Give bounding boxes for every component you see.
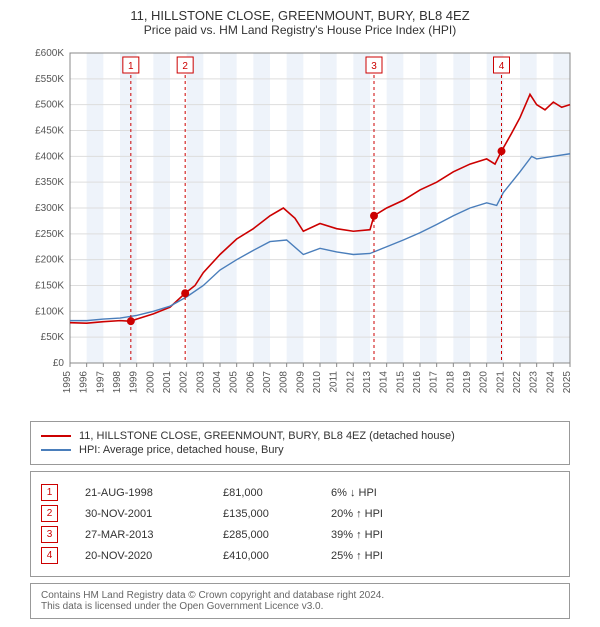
svg-text:2000: 2000	[145, 371, 156, 394]
event-number-badge: 1	[41, 484, 58, 501]
svg-text:2011: 2011	[329, 371, 340, 393]
svg-text:2004: 2004	[212, 371, 223, 394]
event-price: £410,000	[223, 550, 323, 562]
svg-text:2002: 2002	[179, 371, 190, 394]
svg-text:2009: 2009	[295, 371, 306, 394]
legend-label: 11, HILLSTONE CLOSE, GREENMOUNT, BURY, B…	[79, 430, 455, 442]
legend-row: 11, HILLSTONE CLOSE, GREENMOUNT, BURY, B…	[41, 430, 559, 442]
svg-text:£150K: £150K	[35, 281, 64, 292]
chart-title-sub: Price paid vs. HM Land Registry's House …	[8, 23, 592, 37]
svg-text:£50K: £50K	[41, 332, 65, 343]
event-price: £81,000	[223, 487, 323, 499]
event-date: 21-AUG-1998	[85, 487, 215, 499]
event-number-badge: 3	[41, 526, 58, 543]
svg-text:£200K: £200K	[35, 255, 64, 266]
event-hpi-delta: 20% ↑ HPI	[331, 508, 451, 520]
svg-text:£400K: £400K	[35, 151, 64, 162]
sale-event-row: 3 27-MAR-2013 £285,000 39% ↑ HPI	[41, 526, 559, 543]
svg-text:2001: 2001	[162, 371, 173, 394]
svg-text:2022: 2022	[512, 371, 523, 394]
event-date: 20-NOV-2020	[85, 550, 215, 562]
legend-label: HPI: Average price, detached house, Bury	[79, 444, 284, 456]
chart-area: £0 £50K £100K £150K £200K £250K £300K £350K £400…	[20, 43, 580, 413]
legend-swatch	[41, 435, 71, 437]
svg-text:2006: 2006	[245, 371, 256, 394]
svg-text:£100K: £100K	[35, 306, 64, 317]
svg-text:£350K: £350K	[35, 177, 64, 188]
svg-text:2017: 2017	[429, 371, 440, 394]
event-number-badge: 4	[41, 547, 58, 564]
svg-text:2023: 2023	[529, 371, 540, 394]
svg-text:3: 3	[371, 61, 377, 72]
svg-text:£550K: £550K	[35, 74, 64, 85]
svg-text:£500K: £500K	[35, 100, 64, 111]
svg-text:£250K: £250K	[35, 229, 64, 240]
footer-line-2: This data is licensed under the Open Gov…	[41, 601, 559, 612]
svg-text:1997: 1997	[95, 371, 106, 394]
svg-text:£450K: £450K	[35, 126, 64, 137]
event-hpi-delta: 25% ↑ HPI	[331, 550, 451, 562]
svg-text:2: 2	[182, 61, 188, 72]
svg-text:2020: 2020	[479, 371, 490, 394]
event-hpi-delta: 6% ↓ HPI	[331, 487, 451, 499]
sale-event-row: 1 21-AUG-1998 £81,000 6% ↓ HPI	[41, 484, 559, 501]
svg-text:2021: 2021	[495, 371, 506, 394]
svg-text:£600K: £600K	[35, 48, 64, 59]
svg-text:2007: 2007	[262, 371, 273, 394]
sale-event-row: 2 30-NOV-2001 £135,000 20% ↑ HPI	[41, 505, 559, 522]
svg-text:1995: 1995	[62, 371, 73, 394]
event-hpi-delta: 39% ↑ HPI	[331, 529, 451, 541]
event-number-badge: 2	[41, 505, 58, 522]
event-price: £135,000	[223, 508, 323, 520]
svg-text:1998: 1998	[112, 371, 123, 394]
svg-text:2019: 2019	[462, 371, 473, 394]
svg-text:1: 1	[128, 61, 134, 72]
footer-line-1: Contains HM Land Registry data © Crown c…	[41, 590, 559, 601]
svg-text:2003: 2003	[195, 371, 206, 394]
svg-text:2025: 2025	[562, 371, 573, 394]
svg-text:4: 4	[499, 61, 505, 72]
svg-text:2015: 2015	[395, 371, 406, 394]
svg-text:2018: 2018	[445, 371, 456, 394]
chart-title-main: 11, HILLSTONE CLOSE, GREENMOUNT, BURY, B…	[8, 8, 592, 23]
event-date: 27-MAR-2013	[85, 529, 215, 541]
svg-text:1996: 1996	[79, 371, 90, 394]
svg-text:2010: 2010	[312, 371, 323, 394]
event-date: 30-NOV-2001	[85, 508, 215, 520]
sale-event-row: 4 20-NOV-2020 £410,000 25% ↑ HPI	[41, 547, 559, 564]
svg-text:2016: 2016	[412, 371, 423, 394]
svg-text:£0: £0	[53, 358, 65, 369]
line-chart-svg: £0 £50K £100K £150K £200K £250K £300K £350K £400…	[20, 43, 580, 413]
svg-text:2013: 2013	[362, 371, 373, 394]
svg-text:2024: 2024	[545, 371, 556, 394]
event-price: £285,000	[223, 529, 323, 541]
legend: 11, HILLSTONE CLOSE, GREENMOUNT, BURY, B…	[30, 421, 570, 465]
legend-swatch	[41, 449, 71, 451]
sale-events-table: 1 21-AUG-1998 £81,000 6% ↓ HPI 2 30-NOV-2001 £…	[30, 471, 570, 577]
svg-text:2008: 2008	[279, 371, 290, 394]
svg-text:2012: 2012	[345, 371, 356, 394]
svg-text:2014: 2014	[379, 371, 390, 394]
legend-row: HPI: Average price, detached house, Bury	[41, 444, 559, 456]
svg-text:£300K: £300K	[35, 203, 64, 214]
chart-title-block: 11, HILLSTONE CLOSE, GREENMOUNT, BURY, B…	[8, 8, 592, 37]
svg-text:1999: 1999	[129, 371, 140, 394]
attribution-footer: Contains HM Land Registry data © Crown c…	[30, 583, 570, 619]
svg-text:2005: 2005	[229, 371, 240, 394]
